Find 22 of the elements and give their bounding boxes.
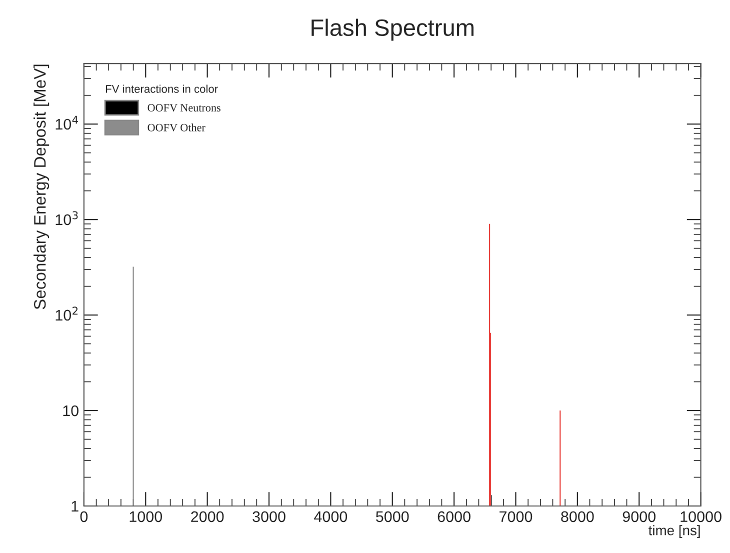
y-tick-label: 1 bbox=[72, 501, 78, 512]
x-tick-label: 8000 bbox=[561, 511, 594, 522]
x-tick-label: 10000 bbox=[680, 511, 722, 522]
chart-title: Flash Spectrum bbox=[312, 18, 474, 41]
x-tick-label: 7000 bbox=[500, 511, 532, 522]
x-axis-title: time [ns] bbox=[648, 525, 700, 538]
x-tick-label: 3000 bbox=[252, 511, 286, 522]
x-tick-label: 1000 bbox=[130, 511, 162, 522]
x-tick-label: 2000 bbox=[191, 511, 224, 522]
legend-title: FV interactions in color bbox=[106, 84, 218, 93]
x-tick-label: 0 bbox=[80, 511, 88, 522]
x-tick-label: 5000 bbox=[376, 511, 409, 522]
y-tick-label: 10$^{4}$ bbox=[56, 116, 78, 130]
x-tick-label: 6000 bbox=[438, 511, 470, 522]
y-tick-label: 10$^{2}$ bbox=[56, 306, 78, 321]
y-tick-label: 10 bbox=[63, 405, 78, 416]
legend-label: OOFV Other bbox=[148, 124, 206, 132]
legend-label: OOFV Neutrons bbox=[148, 104, 220, 112]
y-tick-label: 10$^{3}$ bbox=[56, 211, 78, 226]
y-axis-title: Secondary Energy Deposit [MeV] bbox=[34, 64, 50, 310]
x-tick-label: 9000 bbox=[622, 511, 656, 522]
x-tick-label: 4000 bbox=[314, 511, 348, 522]
